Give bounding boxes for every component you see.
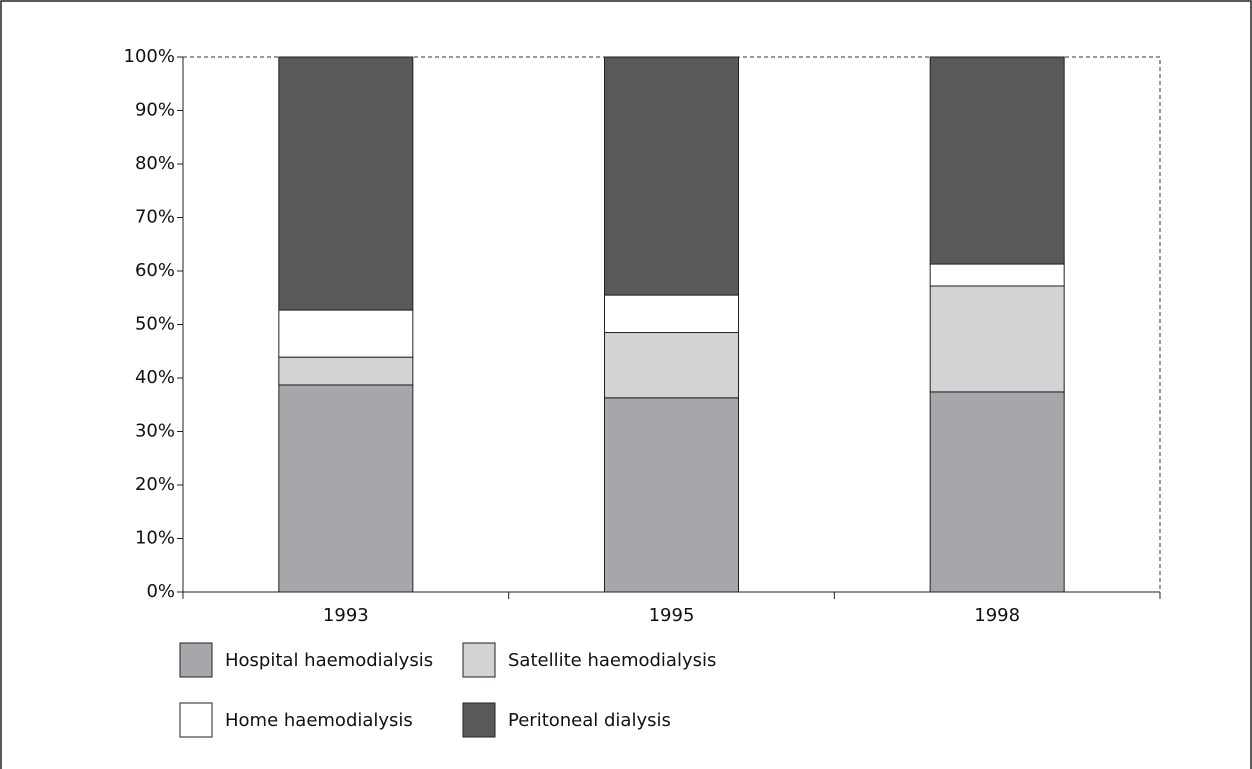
bar-segment (929, 391, 1065, 593)
bar-segment (278, 384, 414, 593)
bar-segment (604, 294, 739, 334)
y-tick-label: 30% (135, 421, 175, 442)
legend-swatch (179, 642, 213, 678)
legend-swatch (179, 702, 213, 738)
bar-segment (929, 263, 1065, 287)
bar-segment (604, 332, 739, 399)
y-tick-label: 20% (135, 474, 175, 495)
bar-segment (604, 56, 739, 296)
legend-swatch (462, 642, 496, 678)
bar-segment (929, 285, 1065, 393)
legend-label: Satellite haemodialysis (508, 650, 716, 671)
legend-swatch (462, 702, 496, 738)
plot-frame (183, 56, 1161, 592)
x-tick-label: 1998 (974, 605, 1020, 626)
y-tick-label: 60% (135, 260, 175, 281)
bar-segment (929, 56, 1065, 265)
legend-label: Hospital haemodialysis (225, 650, 433, 671)
y-tick-label: 10% (135, 528, 175, 549)
y-tick-label: 40% (135, 367, 175, 388)
bar-segment (278, 309, 414, 358)
legend-label: Home haemodialysis (225, 710, 413, 731)
bar-segment (278, 56, 414, 311)
y-tick-label: 80% (135, 153, 175, 174)
bar-segment (278, 356, 414, 386)
x-tick-label: 1993 (323, 605, 369, 626)
y-tick-label: 70% (135, 207, 175, 228)
y-tick-label: 0% (146, 581, 175, 602)
bar-segment (604, 397, 739, 593)
y-tick-label: 50% (135, 314, 175, 335)
x-tick-label: 1995 (649, 605, 695, 626)
legend-label: Peritoneal dialysis (508, 710, 671, 731)
y-tick-label: 100% (124, 46, 175, 67)
y-tick-label: 90% (135, 100, 175, 121)
